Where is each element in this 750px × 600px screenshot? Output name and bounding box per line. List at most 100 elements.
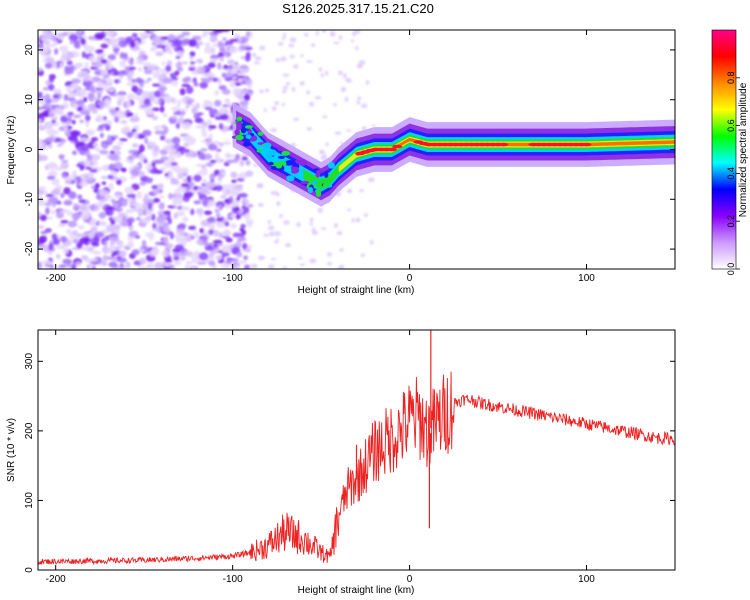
heatmap-cell bbox=[193, 82, 199, 87]
heatmap-cell bbox=[68, 91, 77, 98]
heatmap-cell bbox=[138, 32, 149, 37]
ridge-blob bbox=[234, 129, 240, 136]
heatmap-cell bbox=[48, 110, 53, 116]
heatmap-cell bbox=[212, 239, 223, 244]
heatmap-cell bbox=[146, 112, 155, 116]
heatmap-cell bbox=[203, 30, 208, 36]
heatmap-cell bbox=[170, 78, 179, 87]
heatmap-cell bbox=[135, 96, 141, 101]
heatmap-cell bbox=[88, 55, 96, 63]
heatmap-cell bbox=[354, 46, 359, 50]
heatmap-cell bbox=[245, 170, 254, 177]
heatmap-cell bbox=[206, 217, 215, 222]
heatmap-cell bbox=[164, 138, 174, 144]
heatmap-cell bbox=[197, 187, 202, 192]
colorbar: 0.0 0.2 0.4 0.6 0.8 Normalized spectral ampl… bbox=[711, 29, 749, 275]
heatmap-cell bbox=[340, 86, 347, 93]
heatmap-cell bbox=[204, 242, 210, 247]
heatmap-cell bbox=[152, 83, 161, 87]
heatmap-cell bbox=[274, 100, 280, 106]
heatmap-cell bbox=[118, 39, 128, 48]
heatmap-cell bbox=[168, 192, 173, 200]
heatmap-cell bbox=[309, 258, 317, 264]
heatmap-cell bbox=[107, 134, 112, 143]
heatmap-cell bbox=[149, 64, 158, 69]
heatmap-cell bbox=[222, 184, 231, 190]
heatmap-cell bbox=[229, 80, 236, 88]
heatmap-cell bbox=[237, 96, 245, 100]
heatmap-cell bbox=[232, 232, 242, 238]
heatmap-cell bbox=[322, 30, 327, 33]
heatmap-cell bbox=[207, 76, 214, 81]
heatmap-cell bbox=[175, 152, 182, 159]
heatmap-cell bbox=[177, 172, 184, 179]
heatmap-cell bbox=[202, 100, 213, 104]
heatmap-cell bbox=[186, 99, 193, 106]
heatmap-cell bbox=[177, 230, 187, 236]
heatmap-cell bbox=[326, 252, 332, 257]
heatmap-cell bbox=[144, 137, 149, 145]
y-tick-label: 300 bbox=[24, 353, 35, 370]
heatmap-cell bbox=[59, 154, 64, 161]
heatmap-cell bbox=[126, 209, 133, 213]
heatmap-cell bbox=[84, 159, 91, 166]
heatmap-cell bbox=[182, 177, 188, 184]
heatmap-cell bbox=[200, 148, 208, 152]
heatmap-cell bbox=[208, 125, 217, 130]
heatmap-cell bbox=[78, 199, 87, 204]
heatmap-cell bbox=[78, 180, 88, 187]
heatmap-cell bbox=[186, 139, 196, 146]
heatmap-cell bbox=[198, 252, 209, 261]
heatmap-cell bbox=[212, 230, 222, 237]
heatmap-cell bbox=[179, 88, 186, 96]
heatmap-cell bbox=[282, 102, 286, 107]
heatmap-cell bbox=[69, 130, 80, 137]
heatmap-cell bbox=[156, 44, 166, 49]
heatmap-cell bbox=[167, 34, 176, 42]
heatmap-cell bbox=[114, 116, 120, 123]
heatmap-cell bbox=[306, 90, 311, 95]
heatmap-cell bbox=[223, 262, 230, 269]
spectrogram-x-label: Height of straight line (km) bbox=[298, 285, 415, 296]
heatmap-cell bbox=[126, 132, 133, 138]
heatmap-cell bbox=[66, 85, 72, 93]
heatmap-cell bbox=[251, 52, 257, 58]
heatmap-cell bbox=[113, 162, 123, 170]
heatmap-cell bbox=[125, 261, 131, 269]
heatmap-cell bbox=[284, 243, 292, 248]
heatmap-cell bbox=[87, 104, 93, 111]
heatmap-cell bbox=[107, 174, 114, 180]
heatmap-cell bbox=[76, 176, 81, 185]
heatmap-cell bbox=[217, 40, 224, 48]
heatmap-cell bbox=[38, 154, 48, 162]
ridge-blob bbox=[268, 161, 274, 166]
heatmap-cell bbox=[47, 84, 55, 91]
heatmap-cell bbox=[346, 189, 352, 193]
heatmap-cell bbox=[282, 73, 290, 77]
heatmap-cell bbox=[64, 180, 72, 184]
heatmap-cell bbox=[50, 98, 59, 103]
heatmap-cell bbox=[195, 43, 200, 49]
ridge-blob bbox=[281, 150, 291, 156]
heatmap-cell bbox=[233, 257, 239, 263]
heatmap-cell bbox=[94, 147, 101, 152]
heatmap-cell bbox=[357, 96, 362, 101]
heatmap-cell bbox=[60, 139, 67, 143]
heatmap-cell bbox=[128, 149, 138, 154]
heatmap-cell bbox=[372, 124, 376, 127]
heatmap-cell bbox=[110, 170, 118, 176]
heatmap-cell bbox=[117, 114, 126, 119]
heatmap-cell bbox=[311, 230, 319, 236]
heatmap-cell bbox=[202, 178, 207, 185]
heatmap-cell bbox=[317, 207, 324, 211]
heatmap-cell bbox=[54, 48, 59, 55]
heatmap-cell bbox=[143, 80, 149, 84]
heatmap-cell bbox=[208, 250, 215, 258]
heatmap-cell bbox=[311, 43, 316, 48]
heatmap-cell bbox=[225, 237, 233, 243]
heatmap-cell bbox=[292, 117, 300, 121]
heatmap-cell bbox=[306, 59, 313, 63]
y-tick-label: 100 bbox=[24, 492, 35, 509]
heatmap-cell bbox=[156, 216, 166, 223]
heatmap-cell bbox=[263, 108, 267, 113]
